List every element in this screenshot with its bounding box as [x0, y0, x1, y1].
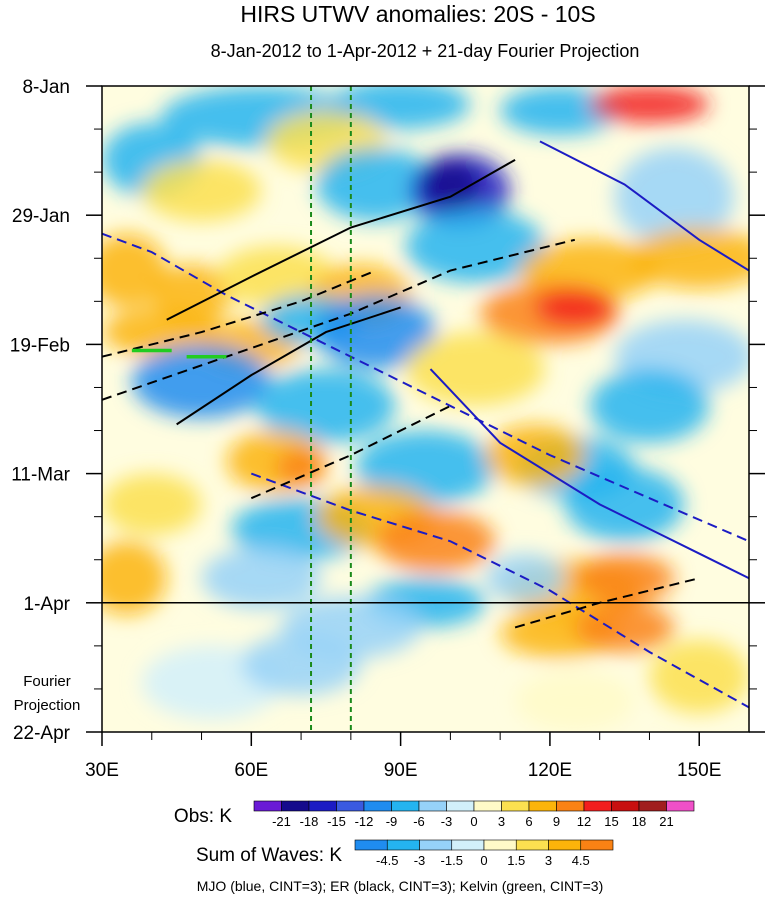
colorbar-level-label: 21 — [659, 814, 673, 829]
colorbar-swatch — [282, 801, 310, 811]
colorbar-swatch — [364, 801, 392, 811]
chart-subtitle: 8-Jan-2012 to 1-Apr-2012 + 21-day Fourie… — [211, 41, 640, 61]
anomaly-blob — [590, 86, 709, 123]
chart-title: HIRS UTWV anomalies: 20S - 10S — [240, 1, 595, 27]
y-tick-label: 8-Jan — [22, 77, 70, 98]
anomaly-blob — [565, 467, 684, 541]
anomaly-blob — [406, 332, 545, 406]
colorbar-swatch — [639, 801, 667, 811]
anomaly-blob — [515, 670, 634, 732]
x-tick-label: 150E — [677, 760, 721, 781]
contour-legend: MJO (blue, CINT=3); ER (black, CINT=3); … — [197, 878, 604, 894]
colorbar-swatch — [452, 840, 484, 850]
anomaly-blob — [376, 511, 495, 573]
y-tick-label: 29-Jan — [12, 206, 70, 227]
obs-colorbar-label: Obs: K — [174, 806, 232, 827]
colorbar-swatch — [419, 801, 447, 811]
colorbar-level-label: -1.5 — [441, 853, 463, 868]
anomaly-blob — [87, 541, 167, 615]
colorbar-level-label: 3 — [545, 853, 552, 868]
hovmoller-chart: HIRS UTWV anomalies: 20S - 10S 8-Jan-201… — [0, 0, 769, 899]
colorbar-swatch — [516, 840, 548, 850]
colorbar-swatch — [447, 801, 475, 811]
waves-colorbar-label: Sum of Waves: K — [196, 845, 342, 866]
projection-label-line1: Fourier — [23, 673, 71, 690]
waves-colorbar: -4.5 -3 -1.5 0 1.5 3 4.5 — [355, 840, 613, 868]
obs-colorbar: -21 -18 -15 -12 -9 -6 -3 0 3 6 9 12 15 18 21 — [254, 801, 694, 829]
colorbar-swatch — [584, 801, 612, 811]
colorbar-swatch — [549, 840, 581, 850]
projection-label-line2: Projection — [14, 697, 81, 714]
anomaly-blob — [535, 289, 615, 326]
plot-area — [87, 80, 769, 732]
colorbar-level-label: 0 — [470, 814, 477, 829]
colorbar-swatch — [355, 840, 387, 850]
x-tick-label: 60E — [234, 760, 268, 781]
colorbar-swatch — [309, 801, 337, 811]
anomaly-blob — [649, 640, 749, 714]
x-axis: 30E 60E 90E 120E 150E — [85, 732, 721, 781]
colorbar-swatch — [387, 840, 419, 850]
colorbar-level-label: 6 — [525, 814, 532, 829]
colorbar-swatch — [581, 840, 613, 850]
anomaly-blob — [276, 449, 326, 486]
colorbar-swatch — [420, 840, 452, 850]
colorbar-level-label: 4.5 — [572, 853, 590, 868]
colorbar-swatch — [529, 801, 557, 811]
colorbar-swatch — [392, 801, 420, 811]
colorbar-level-label: -4.5 — [376, 853, 398, 868]
colorbar-level-label: -3 — [441, 814, 453, 829]
y-tick-label: 1-Apr — [24, 594, 71, 615]
anomaly-blob — [575, 554, 675, 603]
colorbar-level-label: -15 — [327, 814, 346, 829]
colorbar-swatch — [612, 801, 640, 811]
colorbar-level-label: -6 — [413, 814, 425, 829]
colorbar-swatch — [502, 801, 530, 811]
colorbar-level-label: -12 — [355, 814, 374, 829]
x-tick-label: 120E — [528, 760, 572, 781]
anomaly-blob — [241, 634, 360, 696]
colorbar-level-label: 15 — [604, 814, 618, 829]
anomaly-blob — [575, 603, 675, 652]
anomaly-blob — [202, 547, 321, 609]
colorbar-level-label: 3 — [498, 814, 505, 829]
colorbar-level-label: 1.5 — [507, 853, 525, 868]
colorbar-swatch — [337, 801, 365, 811]
y-tick-label: 19-Feb — [10, 335, 70, 356]
colorbar-swatch — [667, 801, 695, 811]
anomaly-blob — [142, 160, 261, 222]
anomaly-blob — [485, 424, 585, 486]
colorbar-swatch — [484, 840, 516, 850]
colorbar-level-label: 12 — [577, 814, 591, 829]
colorbar-swatch — [557, 801, 585, 811]
x-tick-label: 30E — [85, 760, 119, 781]
colorbar-level-label: 0 — [480, 853, 487, 868]
colorbar-level-label: 9 — [553, 814, 560, 829]
colorbar-swatch — [474, 801, 502, 811]
anomaly-blob — [590, 369, 709, 443]
colorbar-level-label: -21 — [272, 814, 291, 829]
anomaly-blob — [102, 474, 202, 536]
y-tick-label: 22-Apr — [13, 723, 71, 744]
anomaly-blob — [630, 228, 769, 290]
colorbar-swatch — [254, 801, 282, 811]
colorbar-level-label: -18 — [300, 814, 319, 829]
colorbar-level-label: -9 — [386, 814, 398, 829]
colorbar-level-label: 18 — [632, 814, 646, 829]
x-tick-label: 90E — [384, 760, 418, 781]
colorbar-level-label: -3 — [414, 853, 426, 868]
y-tick-label: 11-Mar — [11, 465, 70, 486]
